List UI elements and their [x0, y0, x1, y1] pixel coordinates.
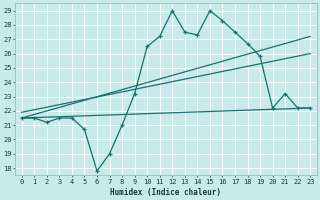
X-axis label: Humidex (Indice chaleur): Humidex (Indice chaleur): [110, 188, 221, 197]
